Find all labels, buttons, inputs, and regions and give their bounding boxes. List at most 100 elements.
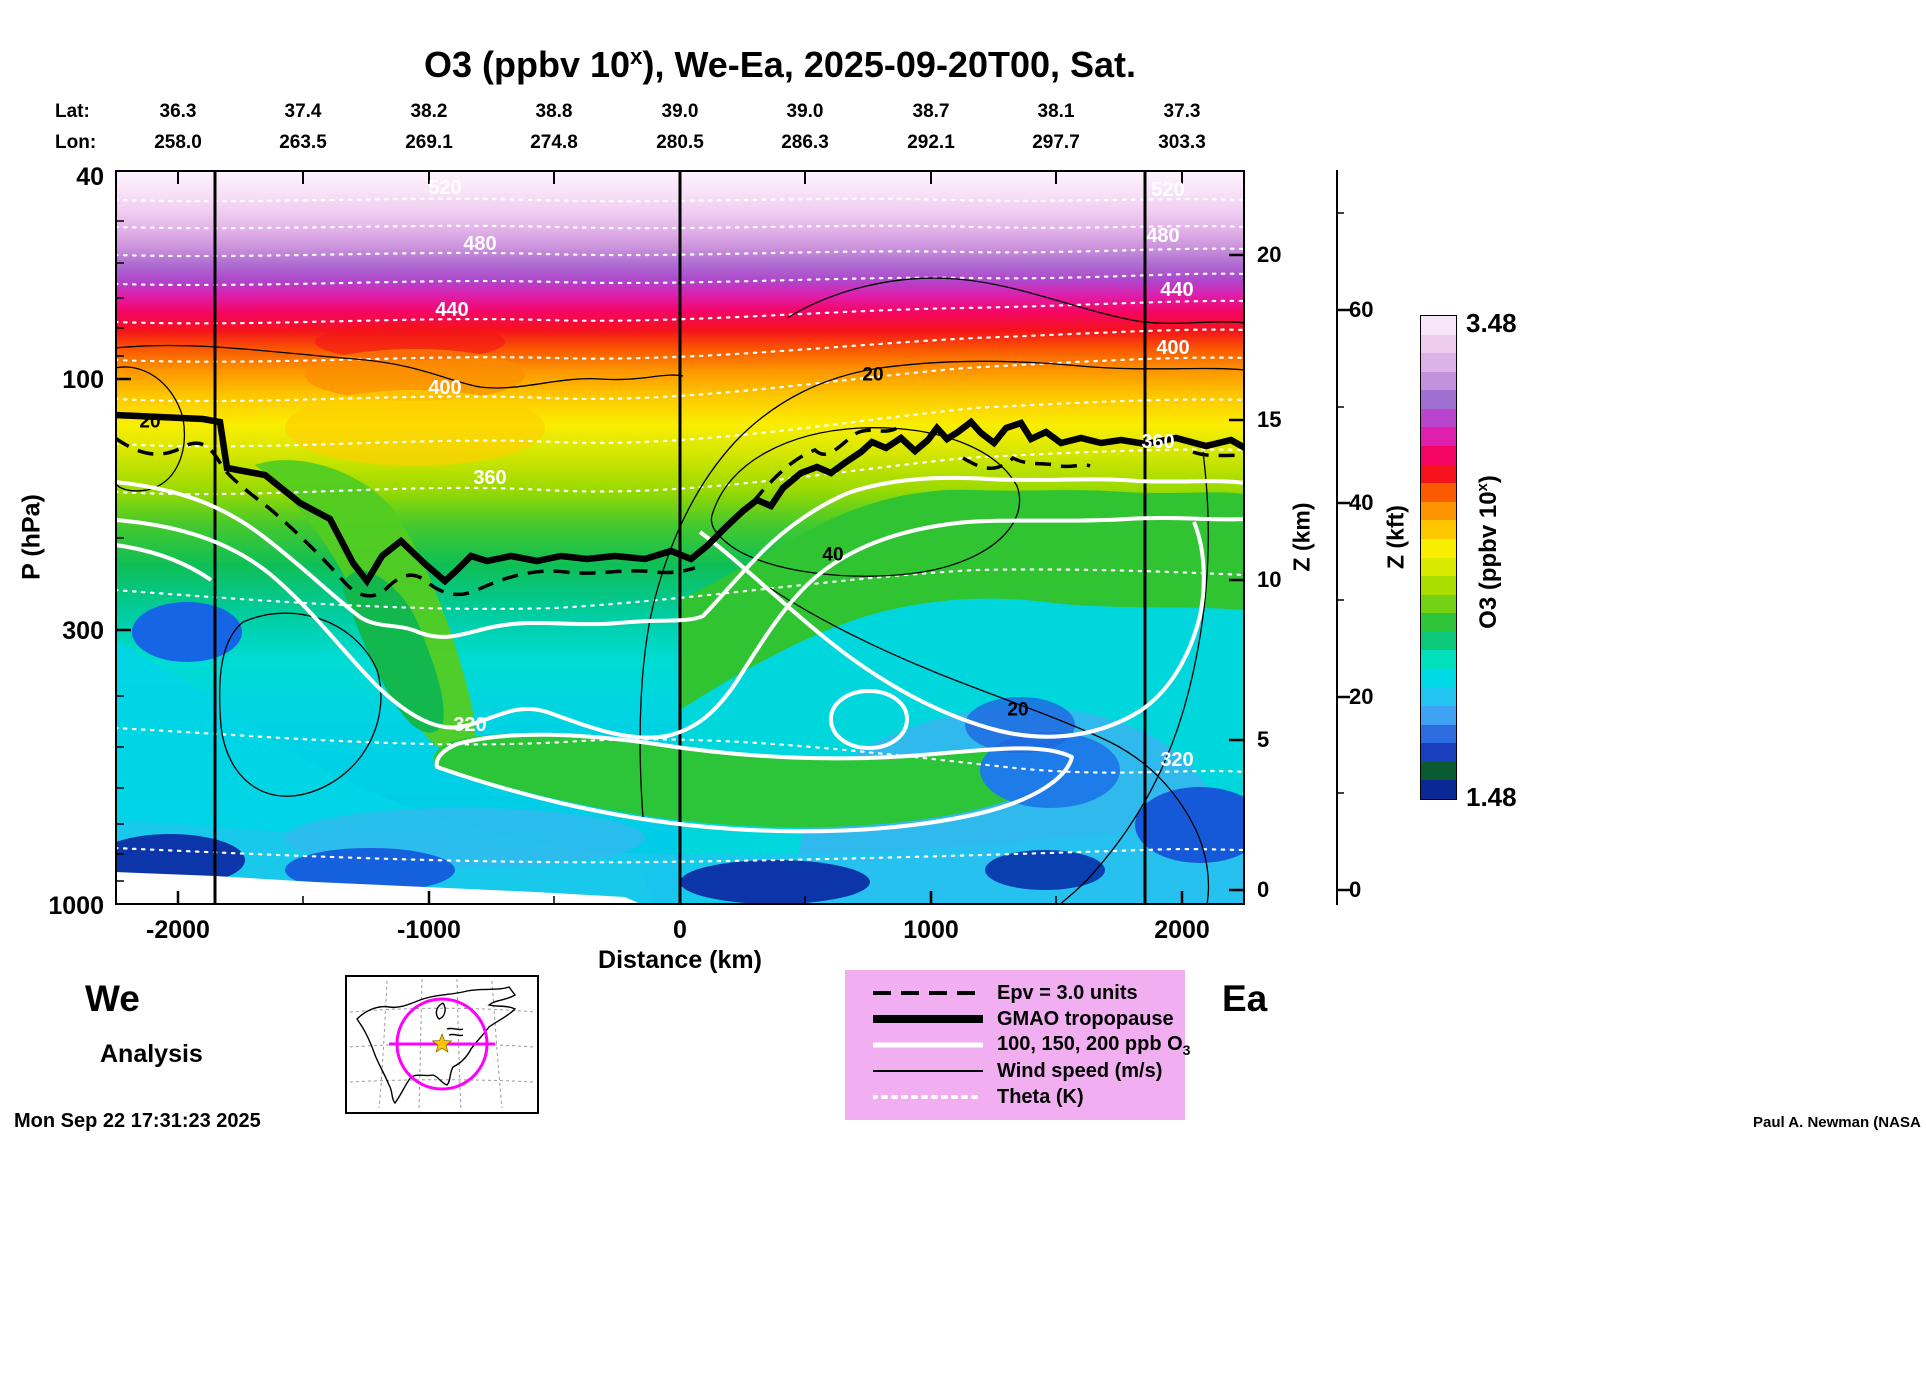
lat-value: 38.1	[1037, 101, 1075, 122]
colorbar-segment	[1421, 501, 1456, 521]
lon-value: 280.5	[656, 132, 704, 153]
vertical-marker-lines	[213, 170, 1147, 905]
altitude-kft-tick-label: 0	[1349, 877, 1362, 902]
theta-contour-label: 520	[428, 177, 462, 199]
legend-item-epv: Epv = 3.0 units	[873, 980, 1185, 1006]
cross-section-svg	[115, 170, 1245, 905]
lon-value: 263.5	[279, 132, 327, 153]
legend: Epv = 3.0 units GMAO tropopause 100, 150…	[845, 970, 1190, 1120]
x-tick-label: -2000	[146, 916, 210, 944]
pressure-tick-label: 40	[76, 163, 104, 191]
colorbar-segment	[1421, 650, 1456, 669]
legend-o3-label-prefix: 100, 150, 200 ppb O	[997, 1032, 1183, 1055]
lat-value: 38.2	[410, 101, 448, 122]
colorbar-title-prefix: O3 (ppbv 10	[1475, 491, 1502, 629]
timestamp: Mon Sep 22 17:31:23 2025	[14, 1110, 261, 1132]
epv-line-sample	[873, 991, 983, 995]
altitude-kft-tick-label: 40	[1349, 490, 1374, 515]
legend-item-label: Theta (K)	[997, 1085, 1084, 1108]
altitude-kft-axis-title: Z (kft)	[1382, 505, 1409, 569]
colorbar-segment	[1421, 687, 1456, 707]
colorbar-segment	[1421, 576, 1456, 595]
colorbar-segment	[1421, 706, 1456, 725]
altitude-km-tick-label: 20	[1257, 242, 1282, 267]
altitude-km-tick-label: 15	[1257, 407, 1282, 432]
map-inset	[345, 975, 539, 1114]
legend-o3-label-subscript: 3	[1182, 1041, 1191, 1058]
legend-item-wind: Wind speed (m/s)	[873, 1058, 1185, 1084]
colorbar-segment	[1421, 594, 1456, 614]
theta-contour-label: 320	[1160, 749, 1194, 771]
colorbar-segment	[1421, 520, 1456, 539]
lat-value: 39.0	[661, 101, 699, 122]
west-label: We	[85, 978, 140, 1019]
plot-title: O3 (ppbv 10x), We-Ea, 2025-09-20T00, Sat…	[115, 44, 1445, 86]
lat-value: 38.7	[912, 101, 950, 122]
coastline	[356, 986, 517, 1105]
wind-line-sample	[873, 1070, 983, 1072]
lon-value: 286.3	[781, 132, 829, 153]
legend-item-theta: Theta (K)	[873, 1084, 1185, 1110]
lon-value: 274.8	[530, 132, 578, 153]
colorbar-segment	[1421, 464, 1456, 484]
colorbar	[1420, 315, 1457, 800]
x-tick-label: -1000	[397, 916, 461, 944]
theta-contour-label: 360	[473, 467, 507, 489]
tropopause-line	[115, 411, 1245, 587]
colorbar-segment	[1421, 761, 1456, 781]
pressure-tick-label: 1000	[48, 892, 104, 920]
colorbar-segment	[1421, 427, 1456, 447]
plot-title-prefix: O3 (ppbv 10	[423, 44, 631, 85]
colorbar-segment	[1421, 631, 1456, 651]
altitude-km-tick-label: 10	[1257, 567, 1282, 592]
legend-item-label: Epv = 3.0 units	[997, 981, 1138, 1004]
kft-axis	[1336, 170, 1350, 905]
theta-contour-label: 400	[428, 377, 462, 399]
altitude-kft-tick-label: 20	[1349, 684, 1374, 709]
theta-contour-label: 520	[1151, 179, 1185, 201]
theta-contour-label: 400	[1156, 337, 1190, 359]
lat-value: 36.3	[159, 101, 197, 122]
colorbar-segment	[1421, 538, 1456, 558]
legend-item-o3-contours: 100, 150, 200 ppb O3	[873, 1032, 1190, 1058]
x-tick-label: 2000	[1154, 916, 1210, 944]
lon-value: 258.0	[154, 132, 202, 153]
altitude-km-tick-label: 0	[1257, 877, 1270, 902]
map-inset-svg	[349, 978, 535, 1111]
transect-location-marker	[389, 997, 495, 1091]
plot-title-superscript: x	[630, 44, 643, 69]
colorbar-segment	[1421, 724, 1456, 744]
colorbar-title-suffix: )	[1475, 475, 1502, 484]
lon-value: 292.1	[907, 132, 955, 153]
colorbar-segment	[1421, 353, 1456, 372]
wind-contour-label: 20	[1007, 699, 1029, 721]
colorbar-min-label: 1.48	[1466, 782, 1517, 812]
epv-contour	[115, 426, 1245, 598]
credit: Paul A. Newman (NASA	[1753, 1114, 1921, 1131]
wind-contours	[115, 277, 1245, 905]
wind-contour-label: 20	[139, 411, 161, 433]
lon-value: 303.3	[1158, 132, 1206, 153]
colorbar-segment	[1421, 780, 1456, 800]
colorbar-segment	[1421, 408, 1456, 428]
theta-contour-label: 440	[1160, 279, 1194, 301]
colorbar-max-label: 3.48	[1466, 308, 1517, 338]
legend-item-label: GMAO tropopause	[997, 1007, 1174, 1030]
cross-section-plot: 520 480 440 400 360 320 520 480 440 400 …	[115, 170, 1245, 905]
colorbar-segment	[1421, 446, 1456, 465]
colorbar-segment	[1421, 483, 1456, 502]
theta-contour-label: 480	[1146, 225, 1180, 247]
lat-row-header: Lat:	[55, 101, 90, 122]
lat-value: 37.3	[1163, 101, 1201, 122]
legend-item-label: Wind speed (m/s)	[997, 1059, 1163, 1082]
east-label: Ea	[1222, 978, 1268, 1019]
colorbar-segment	[1421, 390, 1456, 409]
colorbar-segment	[1421, 743, 1456, 762]
lon-row-header: Lon:	[55, 132, 97, 153]
tropopause-line-sample	[873, 1015, 983, 1023]
pressure-axis-title: P (hPa)	[17, 494, 46, 580]
x-tick-label: 1000	[903, 916, 959, 944]
colorbar-segment	[1421, 557, 1456, 577]
star-icon	[431, 1033, 453, 1053]
